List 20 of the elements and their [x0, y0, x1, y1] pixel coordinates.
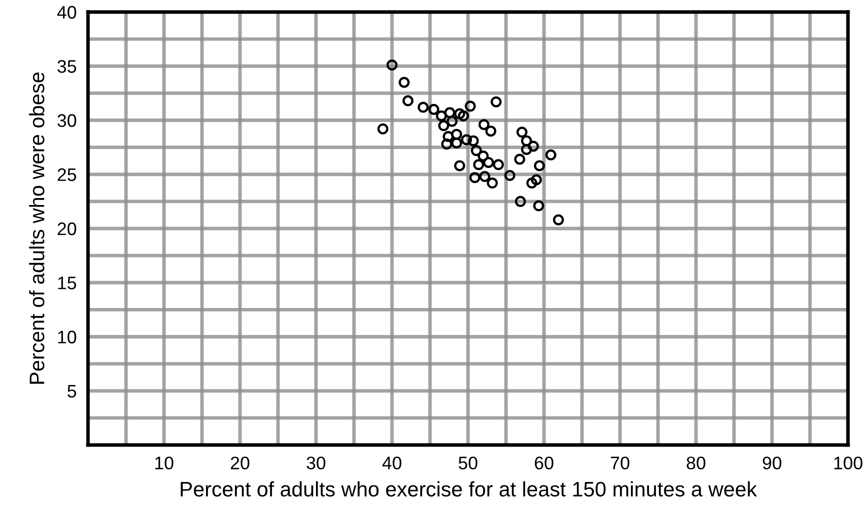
x-axis-title: Percent of adults who exercise for at least 150 minutes a week	[180, 481, 757, 497]
x-tick-label: 30	[306, 456, 326, 470]
y-tick-label: 30	[57, 114, 76, 127]
x-tick-label: 100	[834, 456, 862, 470]
x-tick-label: 50	[458, 456, 478, 470]
x-tick-label: 70	[610, 456, 630, 470]
x-tick-label: 20	[230, 456, 250, 470]
y-tick-label: 20	[58, 222, 76, 236]
x-tick-label: 10	[155, 456, 174, 470]
y-axis-title: Percent of adults who were obese	[29, 72, 44, 384]
y-tick-label: 10	[58, 330, 76, 344]
y-tick-label: 25	[58, 168, 76, 182]
y-tick-label: 5	[68, 384, 76, 398]
x-tick-label: 40	[382, 456, 402, 470]
x-tick-label: 90	[762, 456, 782, 470]
y-tick-label: 35	[57, 60, 76, 73]
y-tick-label: 40	[57, 6, 76, 19]
x-tick-label: 80	[686, 456, 706, 470]
y-tick-label: 15	[58, 276, 76, 290]
x-tick-label: 60	[534, 456, 554, 470]
